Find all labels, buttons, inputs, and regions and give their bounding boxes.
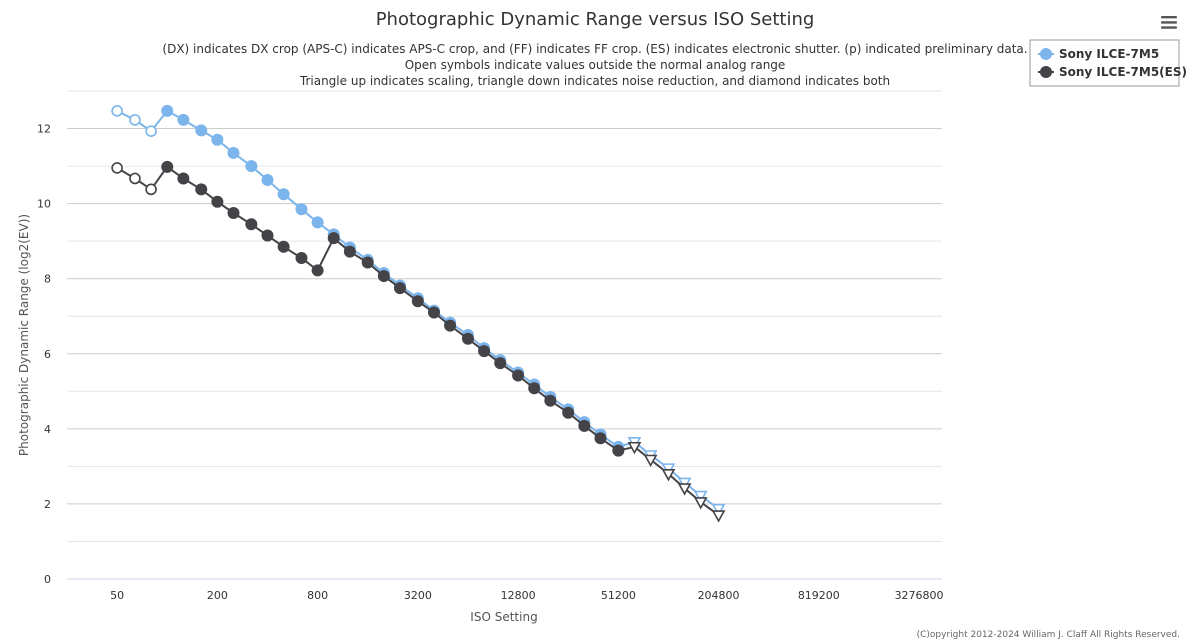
data-point[interactable]	[444, 319, 457, 332]
data-point[interactable]	[211, 133, 224, 146]
data-point-triangle-down[interactable]	[711, 510, 726, 523]
data-point[interactable]	[393, 282, 406, 295]
data-point[interactable]	[295, 252, 308, 265]
data-point[interactable]	[544, 394, 557, 407]
data-point[interactable]	[411, 295, 424, 308]
data-point[interactable]	[195, 124, 208, 137]
grid	[67, 90, 942, 542]
y-tick-label: 8	[44, 273, 51, 286]
legend-item-sony-ilce-7m5-es[interactable]: Sony ILCE-7M5(ES)	[1038, 65, 1187, 79]
x-tick-label: 800	[307, 589, 328, 602]
y-tick-label: 12	[37, 123, 51, 136]
y-tick-label: 10	[37, 198, 51, 211]
hamburger-menu-icon[interactable]	[1160, 14, 1180, 32]
series-line	[116, 165, 720, 517]
data-point-triangle-down[interactable]	[677, 483, 692, 496]
data-point[interactable]	[612, 444, 625, 457]
y-tick-label: 2	[44, 498, 51, 511]
legend-label: Sony ILCE-7M5(ES)	[1059, 65, 1187, 79]
data-point-triangle-down[interactable]	[627, 441, 642, 455]
data-point[interactable]	[161, 160, 174, 173]
data-point-triangle-down[interactable]	[643, 454, 658, 468]
data-point[interactable]	[211, 195, 224, 208]
legend: Sony ILCE-7M5 Sony ILCE-7M5(ES)	[1029, 39, 1187, 87]
data-point[interactable]	[343, 245, 356, 258]
x-tick-label: 3276800	[895, 589, 944, 602]
data-point[interactable]	[327, 232, 340, 245]
data-point[interactable]	[245, 218, 258, 231]
y-tick-label: 6	[44, 348, 51, 361]
data-point[interactable]	[245, 160, 258, 173]
x-tick-label: 50	[110, 589, 124, 602]
data-point[interactable]	[227, 207, 240, 219]
data-point[interactable]	[427, 306, 440, 319]
legend-marker	[1040, 48, 1052, 60]
data-point-open[interactable]	[129, 172, 141, 185]
data-point[interactable]	[512, 369, 525, 382]
data-point[interactable]	[261, 173, 274, 186]
data-point[interactable]	[461, 332, 474, 345]
data-point[interactable]	[478, 345, 491, 358]
x-tick-label: 819200	[798, 589, 840, 602]
data-point[interactable]	[594, 432, 607, 445]
y-tick-label: 0	[44, 573, 51, 586]
legend-label: Sony ILCE-7M5	[1059, 47, 1159, 61]
data-point[interactable]	[295, 203, 308, 216]
legend-box	[1029, 39, 1180, 87]
plot-area	[111, 104, 726, 523]
data-point[interactable]	[377, 270, 390, 283]
data-point-triangle-down[interactable]	[711, 503, 726, 517]
series-sony-ilce-7m5-es	[111, 160, 726, 523]
data-point-triangle-down[interactable]	[693, 497, 708, 510]
data-point-open[interactable]	[145, 183, 157, 196]
data-point[interactable]	[361, 256, 374, 269]
data-point[interactable]	[562, 406, 575, 419]
y-tick-label: 4	[44, 423, 51, 436]
copyright-credit: (C)opyright 2012-2024 William J. Claff A…	[917, 630, 1180, 640]
chart-subtitle-line-1: (DX) indicates DX crop (APS-C) indicates…	[162, 42, 1027, 56]
x-tick-label: 200	[207, 589, 228, 602]
data-point[interactable]	[311, 264, 324, 277]
axes: 0 2 4 6 8 10 12 50 200 800 3200 12800 51200 204800 819…	[37, 123, 944, 602]
legend-item-sony-ilce-7m5[interactable]: Sony ILCE-7M5	[1038, 47, 1159, 61]
chart-title: Photographic Dynamic Range versus ISO Se…	[376, 9, 815, 30]
data-point[interactable]	[311, 216, 324, 229]
data-point[interactable]	[195, 183, 208, 196]
data-point-open[interactable]	[129, 114, 141, 126]
data-point[interactable]	[161, 104, 174, 117]
data-point[interactable]	[227, 146, 240, 159]
chart-subtitle-line-3: Triangle up indicates scaling, triangle …	[299, 74, 890, 88]
data-point[interactable]	[528, 382, 541, 395]
chart-subtitle-line-2: Open symbols indicate values outside the…	[405, 58, 786, 72]
data-point-open[interactable]	[111, 105, 123, 117]
data-point-triangle-down[interactable]	[661, 468, 676, 482]
data-point[interactable]	[261, 229, 274, 242]
y-axis-title: Photographic Dynamic Range (log2(EV))	[17, 214, 31, 456]
data-point[interactable]	[494, 357, 507, 370]
data-point[interactable]	[578, 419, 591, 432]
data-point[interactable]	[277, 188, 290, 201]
data-point[interactable]	[177, 113, 190, 126]
data-point-open[interactable]	[111, 162, 123, 174]
data-point[interactable]	[177, 172, 190, 185]
x-tick-label: 204800	[698, 589, 740, 602]
data-point-open[interactable]	[145, 125, 157, 137]
x-tick-label: 51200	[601, 589, 636, 602]
data-point[interactable]	[277, 240, 290, 253]
x-tick-label: 3200	[404, 589, 432, 602]
x-axis-title: ISO Setting	[470, 610, 537, 624]
data-point-triangle-down[interactable]	[693, 490, 708, 504]
x-tick-label: 12800	[501, 589, 536, 602]
legend-marker	[1040, 66, 1052, 78]
